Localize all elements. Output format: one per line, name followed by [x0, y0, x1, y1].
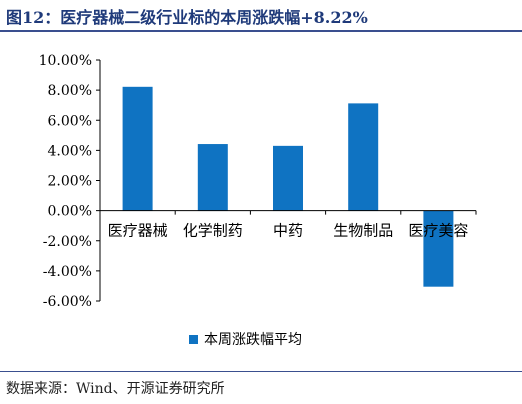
y-tick-label: 4.00%: [48, 143, 92, 159]
bar-chart: 10.00% 8.00% 6.00% 4.00% 2.00% 0.00% -2.00% -4.…: [39, 53, 477, 348]
y-tick-label: -4.00%: [43, 264, 92, 280]
y-tick-label: -6.00%: [43, 294, 92, 310]
x-tick-label: 医疗美容: [408, 222, 468, 240]
y-tick-label: 10.00%: [39, 53, 92, 69]
x-tick-label: 化学制药: [183, 222, 243, 240]
bar: [122, 86, 153, 211]
figure-title: 图12：医疗器械二级行业标的本周涨跌幅+8.22%: [6, 8, 368, 27]
legend-label: 本周涨跌幅平均: [204, 332, 302, 348]
bar: [273, 145, 303, 211]
y-tick-label: 0.00%: [48, 204, 92, 220]
x-tick-label: 中药: [273, 222, 303, 240]
x-tick-label: 生物制品: [333, 222, 393, 240]
y-tick-label: 8.00%: [48, 83, 92, 99]
y-tick-label: 6.00%: [48, 113, 92, 129]
legend-swatch: [189, 335, 198, 344]
bar: [197, 144, 228, 211]
y-tick-label: -2.00%: [43, 234, 92, 250]
title-divider: [0, 30, 522, 32]
x-tick-label: 医疗器械: [108, 222, 168, 240]
bar: [348, 103, 379, 211]
y-tick-label: 2.00%: [48, 174, 92, 190]
bar: [423, 210, 454, 287]
footer-divider: [0, 371, 522, 372]
data-source: 数据来源：Wind、开源证券研究所: [6, 381, 225, 397]
